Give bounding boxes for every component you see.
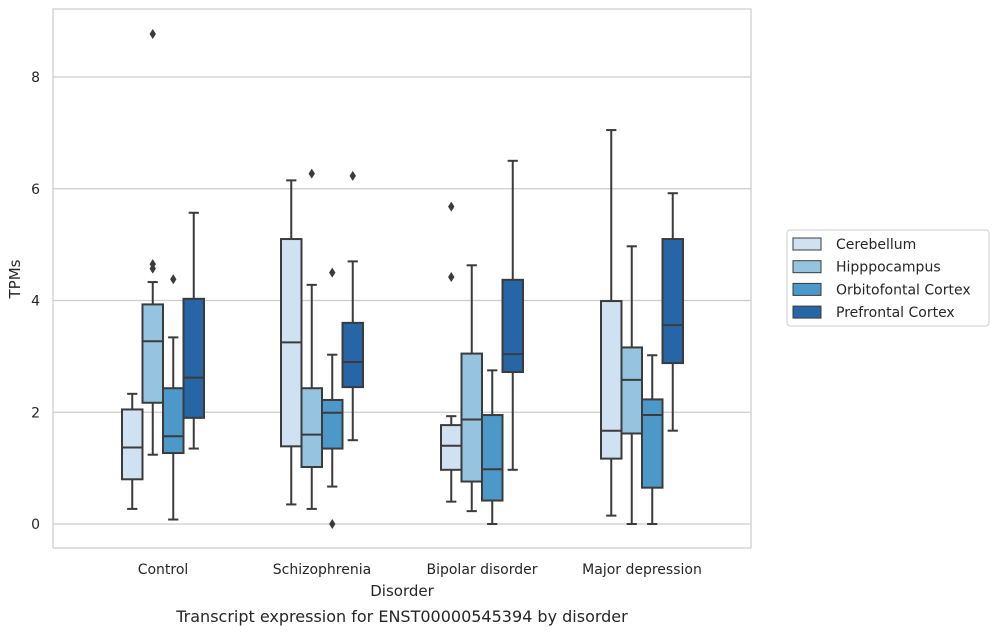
legend-swatch	[792, 260, 822, 274]
y-axis-ticks: 0 2 4 6 8	[31, 70, 40, 533]
legend-swatch	[792, 282, 822, 296]
box-iqr	[162, 387, 185, 455]
box-iqr	[182, 297, 205, 419]
y-tick-label: 6	[31, 182, 40, 198]
outlier-point	[329, 267, 336, 278]
box-iqr	[620, 346, 643, 435]
box-iqr	[300, 387, 323, 469]
legend-frame	[786, 229, 990, 327]
box-group	[460, 264, 483, 513]
box-group	[162, 274, 185, 521]
legend-label: Orbitofontal Cortex	[836, 282, 971, 298]
box-iqr	[341, 321, 364, 389]
legend-label: Hipppocampus	[836, 260, 941, 276]
y-tick-label: 4	[31, 294, 40, 310]
outlier-point	[308, 168, 315, 179]
box-group	[501, 159, 524, 471]
outlier-point	[349, 170, 356, 181]
box-iqr	[440, 424, 463, 471]
y-tick-label: 2	[31, 405, 40, 421]
box-iqr	[141, 303, 164, 404]
box-group	[182, 211, 205, 450]
legend: Cerebellum Hipppocampus Orbitofontal Corte…	[786, 229, 990, 327]
box-group	[641, 354, 664, 525]
legend-label: Prefrontal Cortex	[836, 305, 955, 321]
x-axis-title: Disorder	[370, 582, 434, 600]
legend-items: Cerebellum Hipppocampus Orbitofontal Corte…	[792, 237, 971, 321]
outlier-point	[149, 259, 156, 270]
x-tick-label: Control	[138, 562, 189, 578]
series-cerebellum	[121, 129, 623, 517]
outlier-point	[448, 272, 455, 283]
y-tick-label: 8	[31, 70, 40, 86]
series-orbitofontal-cortex	[162, 267, 664, 529]
box-series-layer	[121, 28, 684, 529]
outlier-point	[170, 274, 177, 285]
outlier-point	[149, 28, 156, 39]
box-group	[341, 170, 364, 442]
series-hipppocampus	[141, 28, 643, 525]
series-prefrontal-cortex	[182, 159, 684, 471]
box-group	[141, 28, 164, 456]
box-group	[661, 192, 684, 432]
figure-caption: Transcript expression for ENST0000054539…	[175, 607, 628, 626]
outlier-point	[329, 519, 336, 529]
box-iqr	[321, 398, 344, 450]
outlier-point	[448, 201, 455, 212]
plot-area-frame	[52, 8, 752, 549]
box-iqr	[460, 352, 483, 483]
x-axis-ticks: Control Schizophrenia Bipolar disorder Majo…	[138, 562, 702, 578]
box-iqr	[600, 300, 623, 460]
x-tick-label: Schizophrenia	[273, 562, 371, 578]
x-tick-label: Bipolar disorder	[426, 562, 537, 578]
box-group	[121, 392, 144, 510]
box-group	[440, 201, 463, 503]
y-tick-label: 0	[31, 517, 40, 533]
legend-label: Cerebellum	[836, 237, 916, 253]
y-axis-title: TPMs	[6, 259, 24, 299]
box-iqr	[641, 398, 664, 489]
box-iqr	[501, 278, 524, 374]
legend-swatch	[792, 237, 822, 251]
box-iqr	[481, 414, 504, 502]
legend-swatch	[792, 305, 822, 319]
box-group	[300, 168, 323, 510]
box-group	[620, 245, 643, 525]
box-iqr	[661, 238, 684, 365]
box-group	[481, 369, 504, 525]
x-tick-label: Major depression	[582, 562, 702, 578]
box-group	[280, 179, 303, 506]
box-group	[321, 267, 344, 529]
box-group	[600, 129, 623, 517]
box-iqr	[121, 408, 144, 481]
